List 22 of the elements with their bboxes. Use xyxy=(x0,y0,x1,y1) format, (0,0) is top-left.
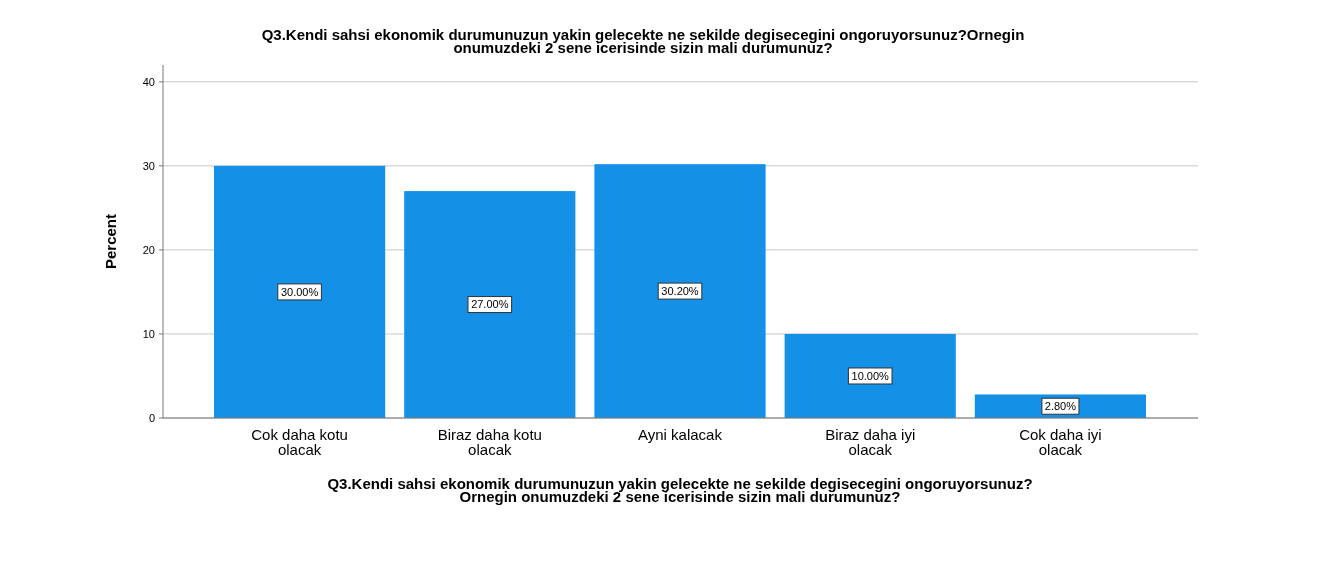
data-label: 27.00% xyxy=(471,298,509,311)
y-tick-label: 10 xyxy=(142,327,155,340)
y-tick-label: 30 xyxy=(142,159,155,172)
y-axis-title: Percent xyxy=(102,213,119,270)
x-tick-label: Biraz daha kotu olacak xyxy=(437,426,542,458)
data-label: 30.20% xyxy=(661,284,699,297)
bar xyxy=(784,333,956,418)
data-label: 10.00% xyxy=(851,369,890,382)
data-label: 30.00% xyxy=(280,285,319,298)
y-tick-label: 40 xyxy=(142,75,155,88)
x-tick-label: Biraz daha iyi olacak xyxy=(825,426,916,458)
bar xyxy=(404,191,576,418)
data-label: 2.80% xyxy=(1044,400,1077,413)
y-tick-label: 0 xyxy=(148,411,155,424)
x-tick-label: Ayni kalacak xyxy=(638,426,723,443)
bar xyxy=(594,164,766,418)
x-tick-label: Cok daha kotu olacak xyxy=(251,426,348,458)
y-tick-label: 20 xyxy=(142,243,155,256)
chart-title: Q3.Kendi sahsi ekonomik durumunuzun yakin gelecekte ne sekilde degisecegini ongoruyorsunuz?Ornegin onumuzdeki 2 sene icerisinde sizin mali durumunuz? xyxy=(261,26,1025,56)
bar xyxy=(214,165,386,418)
x-axis-title: Q3.Kendi sahsi ekonomik durumunuzun yakin gelecekte ne sekilde degisecegini ongoruyorsunuz? Ornegin onumuzdeki 2 sene icerisinde sizin mali durumunuz? xyxy=(327,475,1033,505)
x-tick-label: Cok daha iyi olacak xyxy=(1019,426,1102,458)
